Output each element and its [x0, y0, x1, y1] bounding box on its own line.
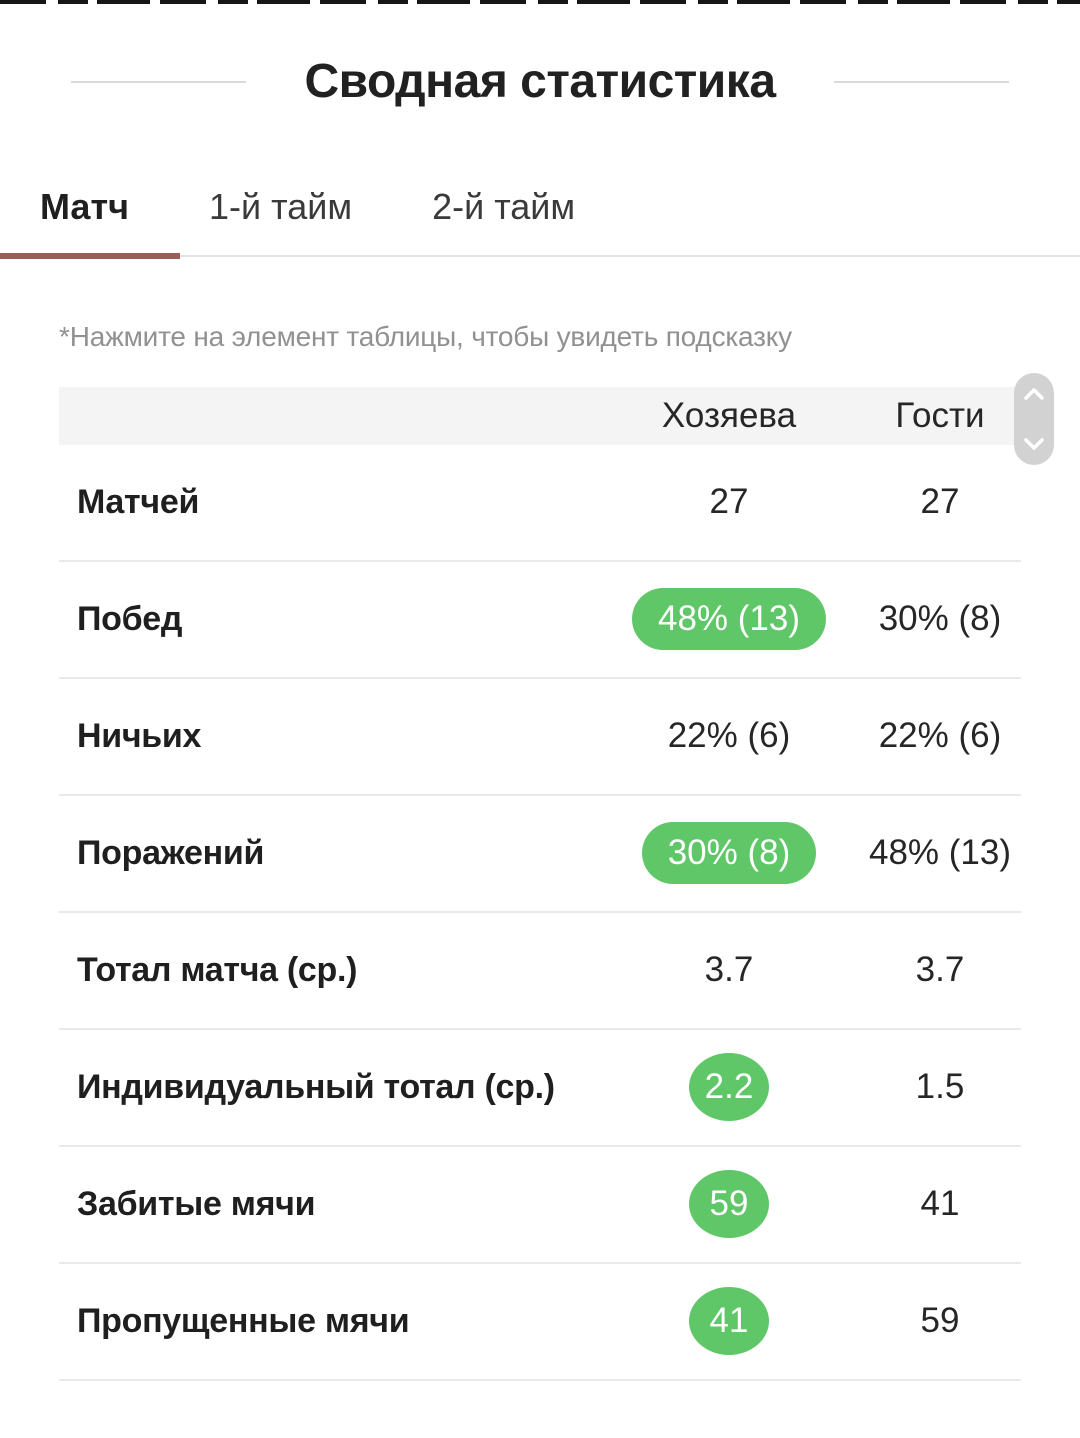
table-body: Матчей 27 27 Побед 48% (13) 30% (8) Ничь… [59, 445, 1021, 1381]
away-value-cell[interactable]: 27 [859, 482, 1021, 522]
home-value[interactable]: 41 [689, 1287, 769, 1356]
scroll-down-button[interactable] [1023, 437, 1045, 452]
home-value-cell[interactable]: 27 [599, 482, 859, 522]
scroll-up-button[interactable] [1023, 386, 1045, 401]
tab-bar: Матч 1-й тайм 2-й тайм [0, 187, 1080, 259]
page-title: Сводная статистика [304, 55, 776, 108]
away-value[interactable]: 27 [920, 482, 960, 522]
home-value-cell[interactable]: 3.7 [599, 950, 859, 990]
row-label: Тотал матча (ср.) [77, 950, 358, 989]
table-row[interactable]: Матчей 27 27 [59, 445, 1021, 562]
table-row[interactable]: Побед 48% (13) 30% (8) [59, 562, 1021, 679]
away-value-cell[interactable]: 22% (6) [859, 716, 1021, 756]
home-value-cell[interactable]: 22% (6) [599, 716, 859, 756]
row-label: Матчей [77, 482, 200, 521]
away-value-cell[interactable]: 30% (8) [859, 599, 1021, 639]
title-row: Сводная статистика [0, 0, 1080, 109]
table-hint: *Нажмите на элемент таблицы, чтобы увиде… [59, 320, 792, 352]
active-tab-underline [0, 252, 180, 259]
home-value-cell[interactable]: 48% (13) [599, 588, 859, 651]
tab-first-half[interactable]: 1-й тайм [208, 186, 353, 228]
home-value[interactable]: 27 [709, 482, 749, 522]
table-row[interactable]: Поражений 30% (8) 48% (13) [59, 796, 1021, 913]
away-value-cell[interactable]: 48% (13) [859, 833, 1021, 873]
away-value[interactable]: 1.5 [915, 1067, 965, 1107]
tab-match[interactable]: Матч [40, 186, 129, 228]
away-value[interactable]: 41 [920, 1184, 960, 1224]
table-row[interactable]: Забитые мячи 59 41 [59, 1147, 1021, 1264]
home-value-cell[interactable]: 2.2 [599, 1053, 859, 1122]
row-label: Ничьих [77, 716, 202, 755]
chevron-up-icon [1024, 388, 1044, 400]
tabs-container: Матч 1-й тайм 2-й тайм [40, 187, 1080, 227]
home-value[interactable]: 30% (8) [641, 822, 817, 885]
home-value[interactable]: 2.2 [689, 1053, 769, 1122]
away-value[interactable]: 22% (6) [878, 716, 1002, 756]
row-label: Поражений [77, 833, 265, 872]
away-value-cell[interactable]: 1.5 [859, 1067, 1021, 1107]
row-label: Забитые мячи [77, 1184, 316, 1223]
home-value-cell[interactable]: 59 [599, 1170, 859, 1239]
row-label: Побед [77, 599, 183, 638]
table-row[interactable]: Ничьих 22% (6) 22% (6) [59, 679, 1021, 796]
away-value-cell[interactable]: 3.7 [859, 950, 1021, 990]
title-decor-line-right [833, 80, 1009, 83]
away-value[interactable]: 59 [920, 1301, 960, 1341]
table-row[interactable]: Индивидуальный тотал (ср.) 2.2 1.5 [59, 1030, 1021, 1147]
title-decor-line-left [71, 80, 247, 83]
row-label: Пропущенные мячи [77, 1301, 410, 1340]
away-value[interactable]: 48% (13) [868, 833, 1012, 873]
table-header-row: Хозяева Гости [59, 386, 1021, 445]
top-edge-artifact [0, 0, 1080, 4]
table-row[interactable]: Тотал матча (ср.) 3.7 3.7 [59, 913, 1021, 1030]
chevron-down-icon [1024, 438, 1044, 450]
column-header-away: Гости [895, 395, 985, 435]
row-label: Индивидуальный тотал (ср.) [77, 1067, 555, 1106]
table-row[interactable]: Пропущенные мячи 41 59 [59, 1264, 1021, 1381]
home-value[interactable]: 59 [689, 1170, 769, 1239]
home-value[interactable]: 48% (13) [631, 588, 827, 651]
column-header-home: Хозяева [661, 395, 797, 435]
away-value-cell[interactable]: 41 [859, 1184, 1021, 1224]
stats-table: Хозяева Гости Матчей 27 27 Побед 48% (13… [59, 386, 1021, 1381]
home-value[interactable]: 22% (6) [667, 716, 791, 756]
home-value[interactable]: 3.7 [704, 950, 754, 990]
home-value-cell[interactable]: 30% (8) [599, 822, 859, 885]
away-value-cell[interactable]: 59 [859, 1301, 1021, 1341]
away-value[interactable]: 3.7 [915, 950, 965, 990]
home-value-cell[interactable]: 41 [599, 1287, 859, 1356]
tab-second-half[interactable]: 2-й тайм [432, 186, 576, 228]
away-value[interactable]: 30% (8) [878, 599, 1002, 639]
table-scroll-control [1014, 373, 1054, 465]
